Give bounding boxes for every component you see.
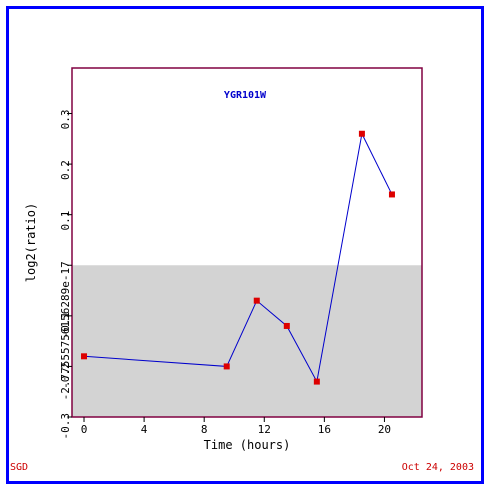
- plot-area: [71, 67, 423, 418]
- x-tick-label: 12: [258, 423, 271, 436]
- data-point: [223, 363, 230, 370]
- y-tick-label: 0.1: [59, 211, 72, 231]
- data-point: [253, 297, 260, 304]
- x-axis-label: Time (hours): [204, 438, 291, 452]
- shaded-negative-band: [72, 265, 422, 417]
- data-point: [81, 353, 88, 360]
- x-tick-label: 0: [81, 423, 88, 436]
- data-point: [388, 191, 395, 198]
- y-axis-label: log2(ratio): [24, 203, 38, 282]
- data-points: [81, 130, 395, 385]
- x-tick-label: 4: [141, 423, 148, 436]
- y-tick-label: 0.2: [59, 160, 72, 180]
- footer-source: SGD: [10, 462, 29, 473]
- y-tick-label: -0.3: [59, 413, 72, 440]
- x-tick-label: 20: [378, 423, 391, 436]
- y-tick-label: -2.77555756156289e-17: [59, 261, 72, 400]
- footer-date: Oct 24, 2003: [401, 462, 474, 473]
- y-axis: -0.3 -0.2 -0.1-2.77555756156289e-17 0.1 0.2 0…: [59, 110, 72, 440]
- x-tick-label: 8: [201, 423, 208, 436]
- y-tick-label: 0.3: [59, 110, 72, 130]
- y-tick-label: -0.2: [59, 362, 72, 389]
- data-point: [313, 378, 320, 385]
- data-point: [358, 130, 365, 137]
- chart-title: YGR101W: [224, 90, 267, 101]
- data-point: [283, 322, 290, 329]
- x-axis: 0 4 8 12 16 20: [81, 417, 391, 436]
- y-tick-label: -0.1: [59, 312, 72, 339]
- x-tick-label: 16: [318, 423, 331, 436]
